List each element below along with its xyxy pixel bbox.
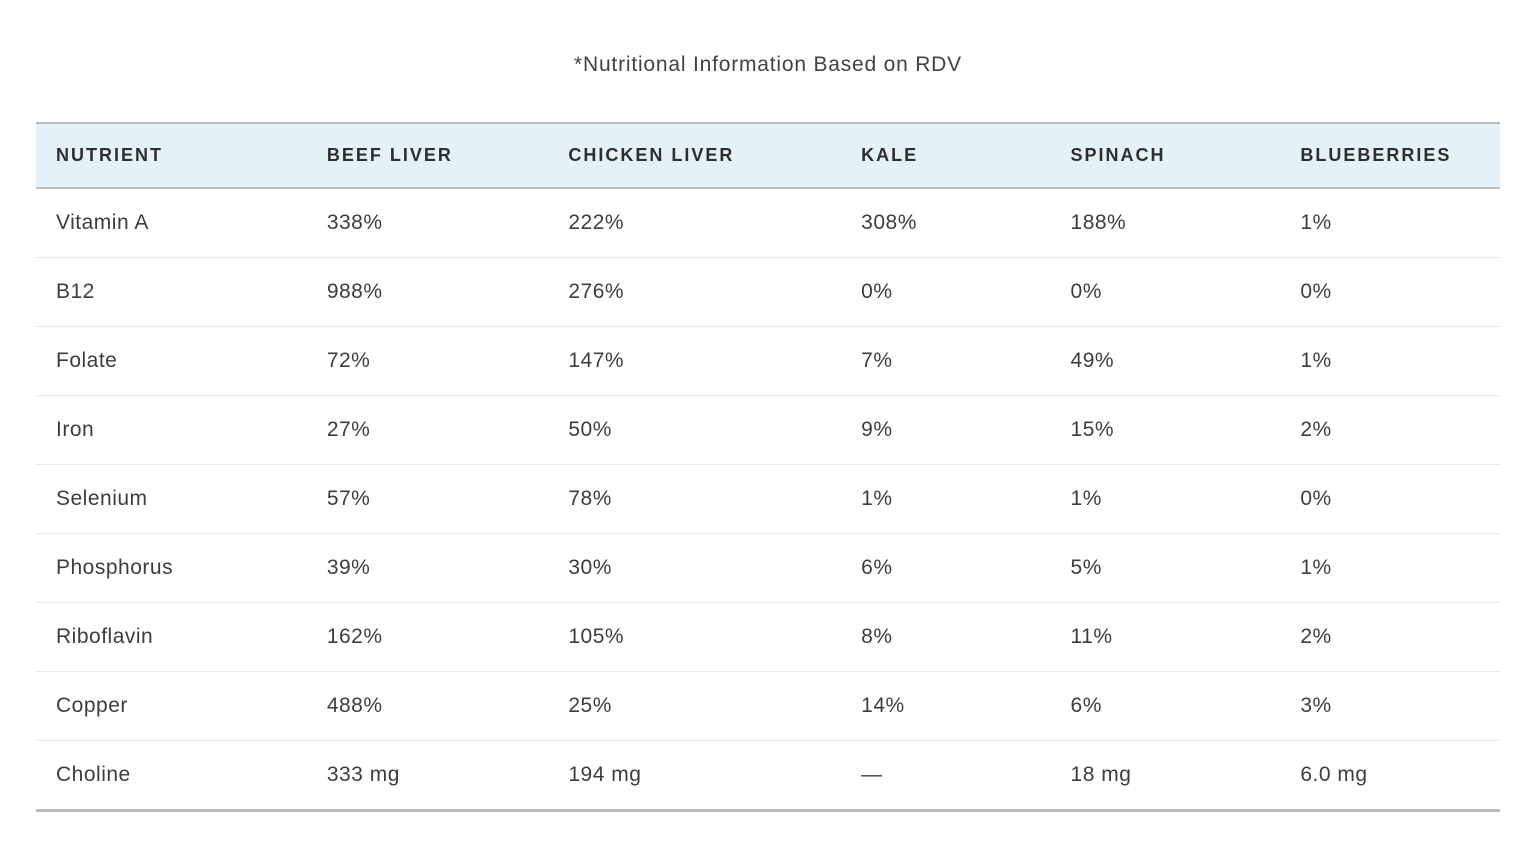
value-cell: 162%: [306, 602, 549, 672]
table-title: *Nutritional Information Based on RDV: [574, 53, 962, 76]
table-row: Folate 72% 147% 7% 49% 1%: [36, 326, 1500, 396]
table-row: B12 988% 276% 0% 0% 0%: [36, 257, 1500, 327]
value-cell: 0%: [1050, 257, 1281, 327]
value-cell: 7%: [841, 326, 1051, 396]
column-header-blueberries: BLUEBERRIES: [1280, 122, 1500, 189]
value-cell: 78%: [548, 464, 842, 534]
value-cell: 333 mg: [306, 740, 549, 812]
value-cell: 147%: [548, 326, 842, 396]
table-row: Iron 27% 50% 9% 15% 2%: [36, 395, 1500, 465]
value-cell: 276%: [548, 257, 842, 327]
value-cell: 0%: [1280, 257, 1500, 327]
value-cell: 3%: [1280, 671, 1500, 741]
nutrient-name-cell: Riboflavin: [36, 602, 307, 672]
nutrient-name-cell: Folate: [36, 326, 307, 396]
value-cell: 11%: [1050, 602, 1281, 672]
value-cell: 50%: [548, 395, 842, 465]
value-cell: 1%: [1280, 188, 1500, 258]
value-cell: 1%: [841, 464, 1051, 534]
value-cell: 2%: [1280, 602, 1500, 672]
value-cell: 1%: [1280, 326, 1500, 396]
value-cell: 8%: [841, 602, 1051, 672]
value-cell: 1%: [1280, 533, 1500, 603]
nutrient-name-cell: Choline: [36, 740, 307, 812]
value-cell: 194 mg: [548, 740, 842, 812]
nutrition-table: NUTRIENT BEEF LIVER CHICKEN LIVER KALE SPINA…: [36, 122, 1500, 812]
column-header-spinach: SPINACH: [1050, 122, 1281, 189]
header-row: NUTRIENT BEEF LIVER CHICKEN LIVER KALE SPINA…: [36, 122, 1500, 189]
nutrient-name-cell: Phosphorus: [36, 533, 307, 603]
table-row: Copper 488% 25% 14% 6% 3%: [36, 671, 1500, 741]
value-cell: 105%: [548, 602, 842, 672]
value-cell: 0%: [841, 257, 1051, 327]
value-cell: 57%: [306, 464, 549, 534]
nutrient-name-cell: Selenium: [36, 464, 307, 534]
column-header-kale: KALE: [841, 122, 1051, 189]
column-header-chicken-liver: CHICKEN LIVER: [548, 122, 842, 189]
value-cell: 488%: [306, 671, 549, 741]
value-cell: 338%: [306, 188, 549, 258]
nutrient-name-cell: Copper: [36, 671, 307, 741]
column-header-nutrient: NUTRIENT: [36, 122, 307, 189]
value-cell: 27%: [306, 395, 549, 465]
value-cell: 30%: [548, 533, 842, 603]
value-cell: 18 mg: [1050, 740, 1281, 812]
value-cell: 988%: [306, 257, 549, 327]
table-body: Vitamin A 338% 222% 308% 188% 1% B12 988% 276% 0%…: [36, 188, 1500, 812]
value-cell: 1%: [1050, 464, 1281, 534]
table-row: Choline 333 mg 194 mg —18 mg 6.0 mg: [36, 740, 1500, 812]
table-row: Selenium 57% 78% 1% 1% 0%: [36, 464, 1500, 534]
value-cell: 14%: [841, 671, 1051, 741]
table-row: Phosphorus 39% 30% 6% 5% 1%: [36, 533, 1500, 603]
value-cell: 49%: [1050, 326, 1281, 396]
value-cell: 6%: [1050, 671, 1281, 741]
nutrient-name-cell: B12: [36, 257, 307, 327]
table-header: NUTRIENT BEEF LIVER CHICKEN LIVER KALE SPINA…: [36, 122, 1500, 189]
value-cell: 222%: [548, 188, 842, 258]
value-cell: 15%: [1050, 395, 1281, 465]
value-cell: 39%: [306, 533, 549, 603]
column-header-beef-liver: BEEF LIVER: [306, 122, 549, 189]
value-cell: 2%: [1280, 395, 1500, 465]
value-cell: 5%: [1050, 533, 1281, 603]
nutrient-name-cell: Iron: [36, 395, 307, 465]
value-cell: 72%: [306, 326, 549, 396]
value-cell: —: [841, 740, 1051, 812]
value-cell: 9%: [841, 395, 1051, 465]
value-cell: 6.0 mg: [1280, 740, 1500, 812]
table-row: Riboflavin 162% 105% 8% 11% 2%: [36, 602, 1500, 672]
value-cell: 188%: [1050, 188, 1281, 258]
value-cell: 25%: [548, 671, 842, 741]
value-cell: 308%: [841, 188, 1051, 258]
nutrient-name-cell: Vitamin A: [36, 188, 307, 258]
table-row: Vitamin A 338% 222% 308% 188% 1%: [36, 188, 1500, 258]
value-cell: 6%: [841, 533, 1051, 603]
value-cell: 0%: [1280, 464, 1500, 534]
